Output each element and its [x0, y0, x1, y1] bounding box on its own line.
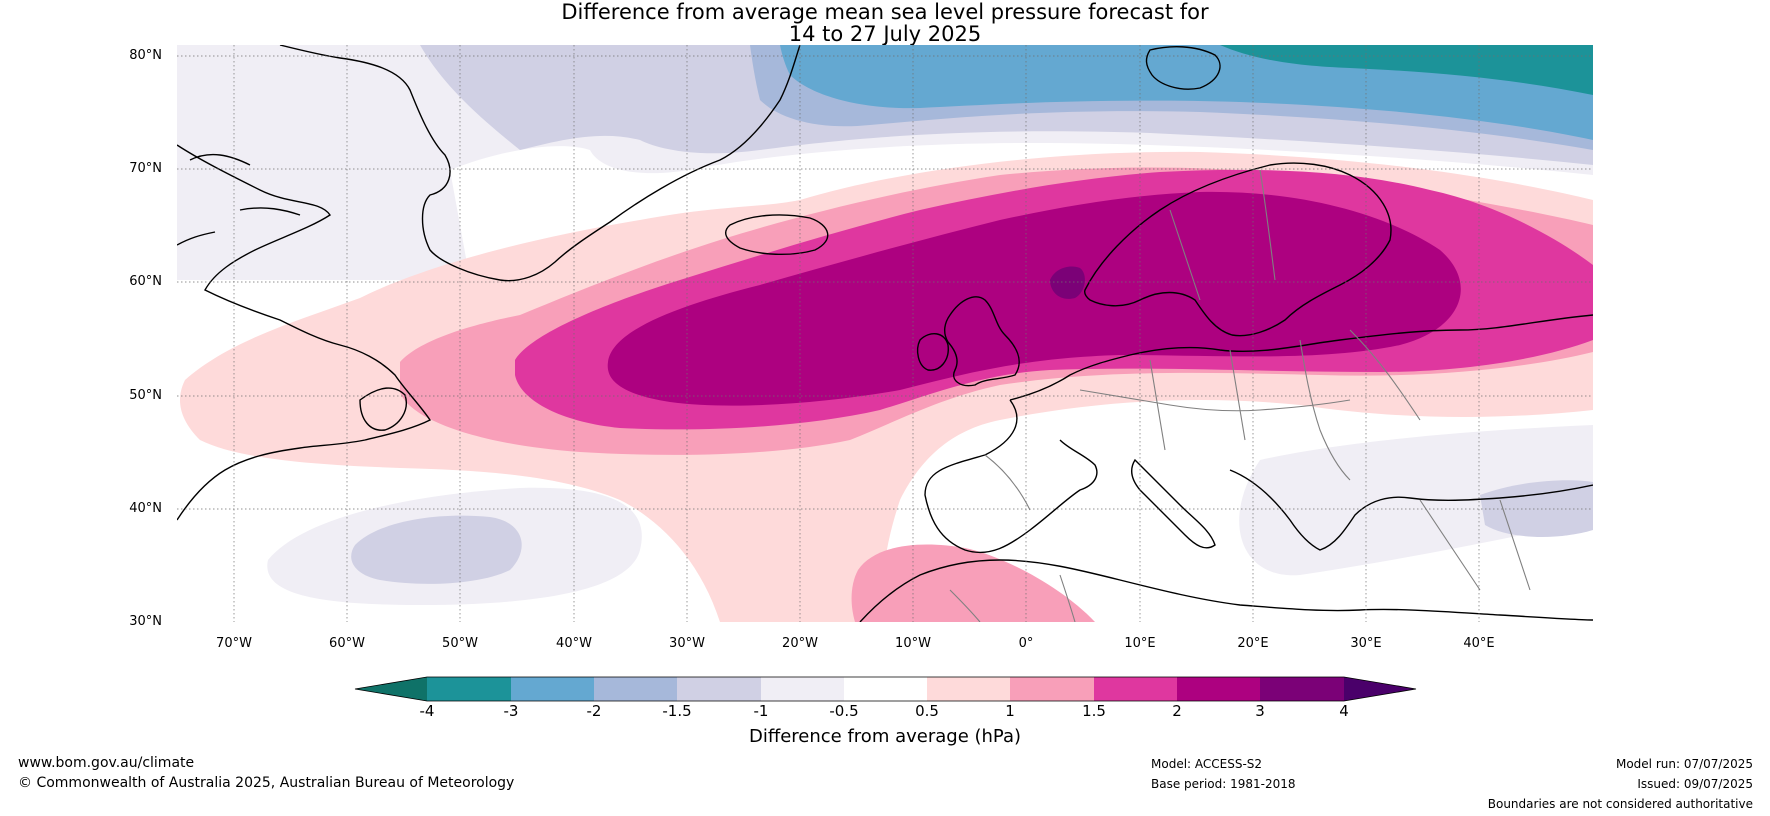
colorbar-swatch-6	[844, 677, 927, 701]
lon-label-60w: 60°W	[329, 636, 365, 651]
anomaly-2	[607, 191, 1461, 406]
base-period: Base period: 1981-2018	[1151, 777, 1296, 791]
ireland-coast	[916, 333, 949, 371]
anomaly-fields	[177, 45, 1593, 622]
africa-coast	[859, 559, 1593, 622]
anomaly-minus-1-east	[1480, 480, 1593, 537]
anomaly-1-south	[851, 544, 1095, 622]
colorbar-swatch-3	[594, 677, 677, 701]
colorbar-tick-label: -2	[586, 702, 602, 720]
colorbar-arrow-low	[355, 677, 427, 701]
border-middle-east	[1419, 499, 1531, 591]
colorbar-tick-label: 0.5	[915, 702, 939, 720]
lat-label-50n: 50°N	[129, 388, 162, 403]
issued-date: Issued: 09/07/2025	[1637, 777, 1753, 791]
anomaly-3	[1050, 266, 1085, 299]
lon-label-20w: 20°W	[782, 636, 818, 651]
colorbar-swatch-7	[927, 677, 1010, 701]
colorbar-tick-label: 2	[1172, 702, 1182, 720]
lon-label-20e: 20°E	[1237, 636, 1269, 651]
greenland-coast	[279, 45, 801, 282]
lon-label-40w: 40°W	[556, 636, 592, 651]
model-run-date: Model run: 07/07/2025	[1615, 757, 1753, 771]
colorbar-outline	[354, 676, 1417, 702]
lat-label-30n: 30°N	[129, 614, 162, 629]
lat-label-60n: 60°N	[129, 274, 162, 289]
boundary-disclaimer: Boundaries are not considered authoritat…	[1487, 797, 1753, 811]
lon-label-30w: 30°W	[669, 636, 705, 651]
scandinavia-coast	[1083, 162, 1392, 337]
country-borders	[949, 169, 1531, 622]
colorbar-tick-label: 1.5	[1082, 702, 1106, 720]
anomaly-minus-1.5-atlantic	[351, 515, 522, 584]
colorbar-arrow-high	[1344, 677, 1416, 701]
colorbar-tick-label: -0.5	[829, 702, 859, 720]
canada-coast	[177, 144, 432, 521]
iberia-coast	[924, 399, 1098, 554]
lon-label-10e: 10°E	[1124, 636, 1156, 651]
anomaly-minus-0.5-east	[1239, 425, 1593, 576]
colorbar-tick-label: -1	[753, 702, 769, 720]
copyright-notice: © Commonwealth of Australia 2025, Austra…	[18, 775, 515, 791]
europe-coast	[1009, 314, 1593, 401]
graticule	[177, 45, 1593, 622]
lon-label-10w: 10°W	[895, 636, 931, 651]
title-line-1: Difference from average mean sea level p…	[561, 0, 1209, 24]
newfoundland-coast	[359, 387, 407, 431]
colorbar-tick-label: -3	[503, 702, 519, 720]
lat-label-70n: 70°N	[129, 161, 162, 176]
colorbar-tick-label: 4	[1339, 702, 1349, 720]
anomaly-minus-3	[1220, 45, 1593, 95]
colorbar-tick-label: -1.5	[662, 702, 692, 720]
colorbar-swatch-1	[427, 677, 511, 701]
title-line-2: 14 to 27 July 2025	[788, 22, 982, 46]
colorbar-swatch-4	[677, 677, 761, 701]
lon-label-70w: 70°W	[216, 636, 252, 651]
colorbar-tick-label: -4	[419, 702, 435, 720]
border-scandinavia	[1169, 169, 1276, 301]
colorbar-swatch-5	[761, 677, 844, 701]
border-iberia	[984, 454, 1031, 511]
colorbar-tick-label: 3	[1255, 702, 1265, 720]
lat-label-80n: 80°N	[129, 48, 162, 63]
website-link[interactable]: www.bom.gov.au/climate	[18, 755, 195, 771]
lon-label-40e: 40°E	[1463, 636, 1495, 651]
model-name: Model: ACCESS-S2	[1151, 757, 1263, 771]
arctic-islands-coast	[177, 153, 301, 246]
border-eastern-europe	[1299, 329, 1421, 481]
border-central-europe	[1079, 349, 1351, 451]
colorbar-swatch-11	[1260, 677, 1344, 701]
lat-label-40n: 40°N	[129, 501, 162, 516]
colorbar-tick-label: 1	[1005, 702, 1015, 720]
lon-label-50w: 50°W	[442, 636, 478, 651]
colorbar-swatch-8	[1010, 677, 1094, 701]
uk-coast	[943, 296, 1020, 387]
balkans-coast	[1229, 469, 1593, 551]
iceland-coast	[724, 214, 829, 256]
chart-title: Difference from average mean sea level p…	[0, 0, 1770, 46]
border-africa	[949, 574, 1076, 622]
svalbard-coast	[1145, 46, 1221, 90]
colorbar-swatch-2	[511, 677, 594, 701]
lon-label-0: 0°	[1018, 636, 1034, 651]
colorbar-swatch-9	[1094, 677, 1177, 701]
italy-coast	[1131, 458, 1216, 549]
colorbar-swatch-10	[1177, 677, 1260, 701]
lon-label-30e: 30°E	[1350, 636, 1382, 651]
colorbar-label: Difference from average (hPa)	[748, 726, 1022, 747]
coastlines	[177, 45, 1593, 622]
